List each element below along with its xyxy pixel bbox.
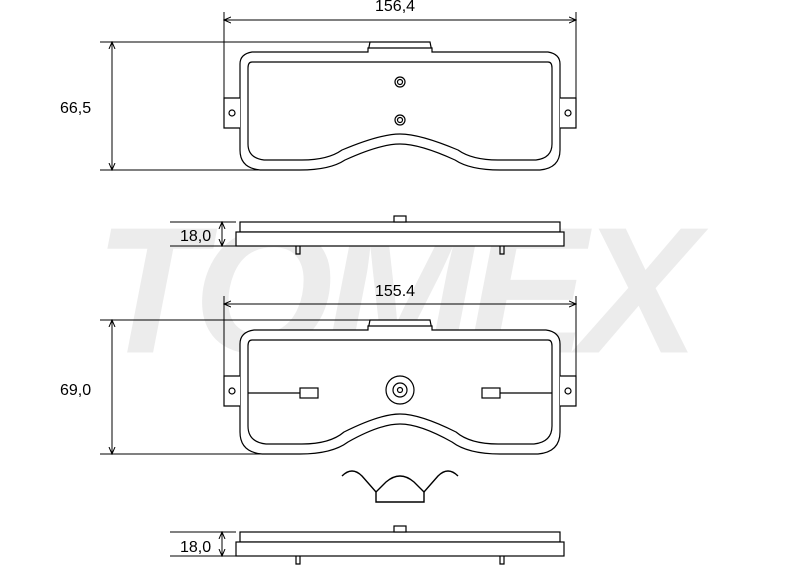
dim-top-height: 66,5 xyxy=(60,100,91,118)
brake-pad-top-side xyxy=(236,216,564,254)
brake-pad-bottom-side xyxy=(236,526,564,564)
dim-bottom-width: 155.4 xyxy=(375,283,415,301)
brake-pad-bottom xyxy=(224,320,576,454)
dim-top-thickness: 18,0 xyxy=(180,228,211,246)
dim-bottom-height: 69,0 xyxy=(60,382,91,400)
technical-drawing: 156,4 66,5 18,0 155.4 69,0 18,0 xyxy=(0,0,786,582)
dim-top-width: 156,4 xyxy=(375,0,415,16)
brake-pad-top xyxy=(224,42,576,170)
retaining-clip xyxy=(342,471,458,502)
dim-bottom-thickness: 18,0 xyxy=(180,539,211,557)
